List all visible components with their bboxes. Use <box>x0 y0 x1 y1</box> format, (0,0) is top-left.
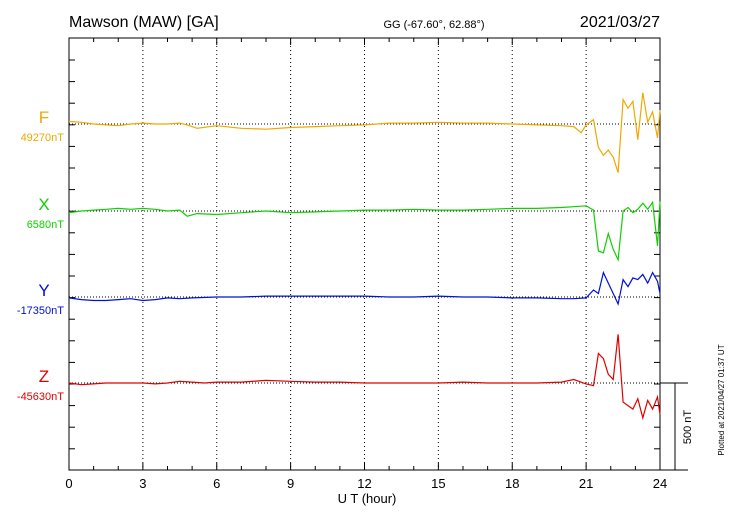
component-label-F: F <box>39 108 49 127</box>
x-tick-label-24: 24 <box>653 476 667 491</box>
series-line-X <box>68 200 661 262</box>
station-title: Mawson (MAW) [GA] <box>69 14 219 31</box>
x-tick-labels: 0 3 6 9 12 15 18 21 24 <box>65 476 667 491</box>
x-tick-label-9: 9 <box>287 476 294 491</box>
vertical-grid <box>142 38 587 470</box>
series-lines <box>68 92 661 421</box>
baseline-lines <box>69 123 660 384</box>
component-label-X: X <box>38 195 49 214</box>
x-tick-label-21: 21 <box>579 476 593 491</box>
baseline-value-Z: -45630nT <box>17 391 64 403</box>
tick-marks <box>68 38 661 470</box>
plotted-timestamp: Plotted at 2021/04/27 01:37 UT <box>717 344 726 455</box>
x-tick-label-6: 6 <box>213 476 220 491</box>
date-label: 2021/03/27 <box>580 14 660 31</box>
x-axis-label: U T (hour) <box>338 491 397 506</box>
series-line-Z <box>68 334 661 421</box>
series-labels: F 49270nT X 6580nT Y -17350nT Z -45630nT <box>17 108 64 403</box>
x-tick-label-0: 0 <box>65 476 72 491</box>
x-tick-label-15: 15 <box>431 476 445 491</box>
x-tick-label-3: 3 <box>139 476 146 491</box>
baseline-value-X: 6580nT <box>27 219 65 231</box>
baseline-value-Y: -17350nT <box>17 305 64 317</box>
coordinates-label: GG (-67.60°, 62.88°) <box>383 19 484 31</box>
x-tick-label-12: 12 <box>357 476 371 491</box>
component-label-Y: Y <box>38 281 49 300</box>
scale-bar: 500 nT <box>660 382 694 471</box>
baseline-value-F: 49270nT <box>21 132 65 144</box>
component-label-Z: Z <box>39 367 49 386</box>
series-line-Y <box>68 270 661 306</box>
scale-bar-label: 500 nT <box>682 410 694 445</box>
x-tick-label-18: 18 <box>505 476 519 491</box>
series-line-F <box>68 92 661 173</box>
